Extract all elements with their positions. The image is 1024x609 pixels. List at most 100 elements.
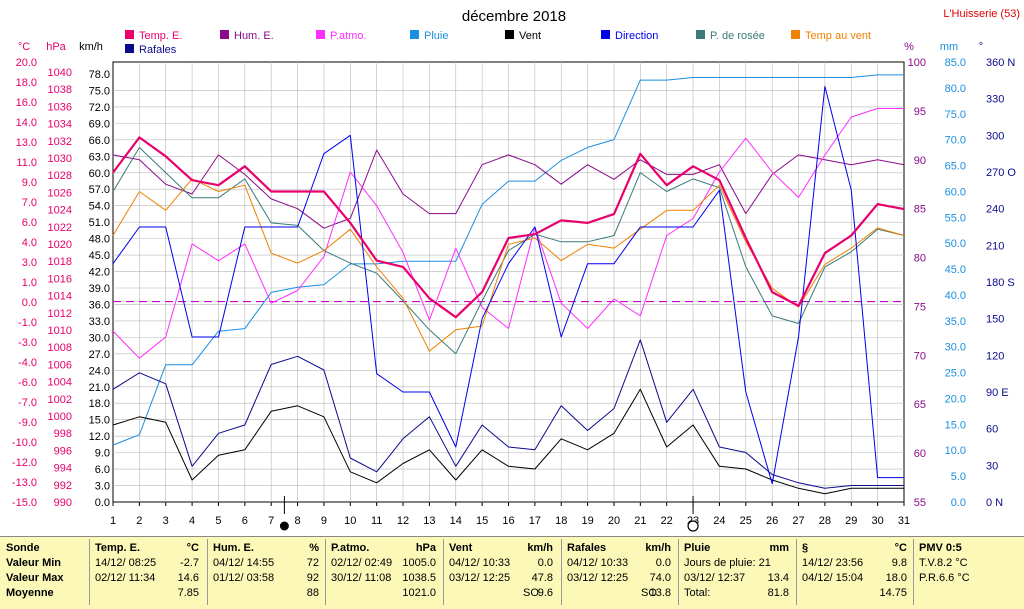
temp-tick-label: 13.0 (16, 137, 37, 149)
direction-tick-label: 330 (986, 94, 1004, 106)
rain-tick-label: 30.0 (945, 342, 966, 354)
summary-header-label: Sonde (6, 542, 40, 554)
wind-tick-label: 21.0 (89, 382, 110, 394)
day-tick-label: 27 (792, 515, 804, 527)
wind-tick-label: 36.0 (89, 299, 110, 311)
humidity-tick-label: 75 (914, 301, 926, 313)
temp-tick-label: 4.0 (22, 237, 37, 249)
summary-row: Valeur Min (6, 556, 88, 571)
summary-value: 81.8 (767, 587, 789, 599)
legend-swatch (505, 30, 514, 39)
summary-header: Rafales km/h (567, 541, 671, 556)
summary-row: 03/12/ 12:37 13.4 (684, 571, 789, 586)
legend-swatch (601, 30, 610, 39)
summary-unit: °C (186, 542, 199, 554)
summary-value: 9.8 (891, 557, 907, 569)
pressure-tick-label: 1008 (48, 342, 72, 354)
summary-timestamp: 04/12/ 10:33 (449, 557, 511, 569)
pressure-tick-label: 1000 (48, 411, 72, 423)
summary-row: 14/12/ 08:25 -2.7 (95, 556, 199, 571)
summary-cell: T.V.8.2 °C (919, 557, 968, 569)
summary-row: P.R.6.6 °C (919, 571, 1019, 586)
wind-tick-label: 63.0 (89, 151, 110, 163)
rain-tick-label: 35.0 (945, 316, 966, 328)
summary-cell: Valeur Min (6, 557, 62, 569)
series-hum-e (112, 149, 905, 229)
wind-tick-label: 54.0 (89, 201, 110, 213)
rain-tick-label: 50.0 (945, 238, 966, 250)
day-tick-label: 26 (766, 515, 778, 527)
summary-value: 13.4 (767, 572, 789, 584)
wind-tick-label: 9.0 (95, 448, 110, 460)
summary-cell: P.R.6.6 °C (919, 572, 970, 584)
summary-header-label: PMV 0:5 (919, 542, 962, 554)
series-temp-e (112, 136, 905, 319)
rain-tick-label: 65.0 (945, 161, 966, 173)
summary-header-label: Pluie (684, 542, 711, 554)
summary-row: Total: 81.8 (684, 586, 789, 601)
weather-chart: décembre 2018 L'Huisserie (53) Temp. E. H… (12, 8, 1020, 532)
rain-tick-label: 80.0 (945, 83, 966, 95)
summary-row: 14/12/ 23:56 9.8 (802, 556, 907, 571)
summary-value: 0.0 (655, 557, 671, 569)
temp-tick-label: 9.0 (22, 177, 37, 189)
humidity-tick-label: 55 (914, 497, 926, 509)
rain-tick-label: 0.0 (951, 497, 966, 509)
summary-block: Sonde Valeur Min Valeur Max Moyenne (6, 541, 88, 605)
temp-tick-label: -13.0 (12, 477, 37, 489)
wind-tick-label: 30.0 (89, 332, 110, 344)
wind-tick-label: 24.0 (89, 365, 110, 377)
pressure-tick-label: 1028 (48, 170, 72, 182)
day-tick-label: 16 (502, 515, 514, 527)
summary-timestamp: 14/12/ 23:56 (802, 557, 864, 569)
temp-tick-label: 6.0 (22, 217, 37, 229)
humidity-tick-label: 80 (914, 253, 926, 265)
wind-tick-label: 57.0 (89, 184, 110, 196)
wind-tick-label: 72.0 (89, 102, 110, 114)
summary-separator (89, 539, 90, 605)
humidity-tick-label: 70 (914, 350, 926, 362)
summary-header: Temp. E. °C (95, 541, 199, 556)
direction-tick-label: 270 O (986, 167, 1016, 179)
humidity-tick-label: 90 (914, 155, 926, 167)
temp-tick-label: -9.0 (18, 417, 37, 429)
day-tick-label: 24 (713, 515, 725, 527)
summary-value: 72 (306, 557, 319, 569)
series-lines (112, 74, 905, 495)
summary-timestamp: 03/12/ 12:25 (449, 572, 511, 584)
legend-swatch (125, 44, 134, 53)
summary-row: 02/12/ 02:49 1005.0 (331, 556, 436, 571)
direction-tick-label: 90 E (986, 387, 1009, 399)
summary-value: 0.0 (537, 557, 553, 569)
legend-label: Temp. E. (139, 30, 182, 42)
humidity-tick-label: 85 (914, 204, 926, 216)
day-tick-label: 22 (661, 515, 673, 527)
summary-header: Vent km/h (449, 541, 553, 556)
day-tick-label: 6 (242, 515, 248, 527)
summary-row: 03/12/ 12:25 47.8 (449, 571, 553, 586)
pressure-tick-label: 1016 (48, 273, 72, 285)
summary-row: 14.75 (802, 586, 907, 601)
summary-cell: Moyenne (6, 587, 54, 599)
pressure-tick-label: 1014 (48, 291, 72, 303)
rain-tick-label: 10.0 (945, 445, 966, 457)
summary-value: 1021.0 (402, 587, 436, 599)
pressure-unit-label: hPa (46, 41, 66, 53)
rain-tick-label: 60.0 (945, 186, 966, 198)
temp-unit-label: °C (18, 41, 30, 53)
summary-unit: °C (894, 542, 907, 554)
summary-row: 7.85 (95, 586, 199, 601)
day-tick-label: 8 (295, 515, 301, 527)
legend-swatch (791, 30, 800, 39)
summary-row: T.V.8.2 °C (919, 556, 1019, 571)
summary-timestamp: 04/12/ 15:04 (802, 572, 864, 584)
summary-row: 88 (213, 586, 319, 601)
summary-header-label: Vent (449, 542, 473, 554)
rain-tick-label: 70.0 (945, 135, 966, 147)
day-tick-label: 15 (476, 515, 488, 527)
summary-value: 74.0 (649, 572, 671, 584)
wind-tick-label: 75.0 (89, 85, 110, 97)
summary-row: 03/12/ 12:25 74.0 (567, 571, 671, 586)
summary-unit: hPa (415, 542, 436, 554)
full-moon-icon (687, 520, 699, 532)
